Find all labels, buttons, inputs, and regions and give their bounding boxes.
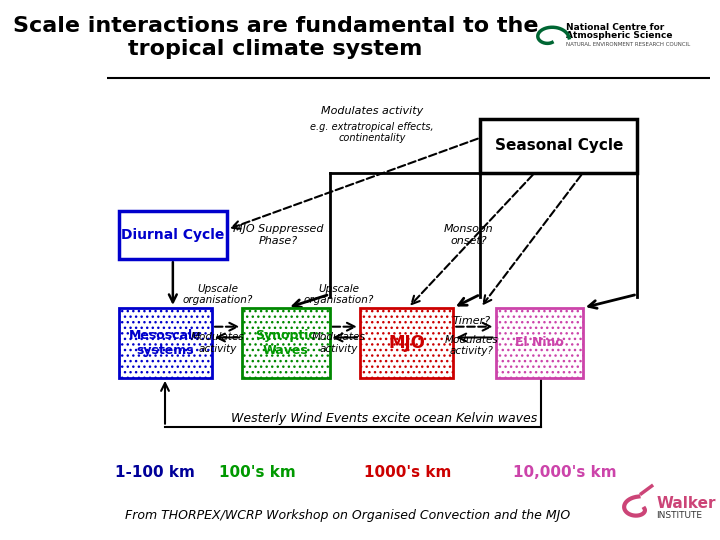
- Text: Modulates activity: Modulates activity: [320, 106, 423, 116]
- Text: e.g. extratropical effects,
continentality: e.g. extratropical effects, continentali…: [310, 122, 433, 143]
- Text: Modulates
activity: Modulates activity: [192, 332, 245, 354]
- Text: El Nino: El Nino: [515, 336, 564, 349]
- FancyBboxPatch shape: [495, 308, 583, 378]
- Text: INSTITUTE: INSTITUTE: [657, 511, 703, 520]
- Text: 100's km: 100's km: [219, 465, 296, 480]
- Text: Synoptic
Waves: Synoptic Waves: [256, 329, 316, 357]
- Text: Seasonal Cycle: Seasonal Cycle: [495, 138, 623, 153]
- Text: Walker: Walker: [657, 496, 716, 511]
- FancyBboxPatch shape: [360, 308, 454, 378]
- Text: MJO: MJO: [388, 334, 425, 352]
- Text: MJO Suppressed
Phase?: MJO Suppressed Phase?: [233, 224, 324, 246]
- Text: Westerly Wind Events excite ocean Kelvin waves: Westerly Wind Events excite ocean Kelvin…: [231, 412, 537, 425]
- Text: Mesoscale
systems: Mesoscale systems: [129, 329, 202, 357]
- Text: NATURAL ENVIRONMENT RESEARCH COUNCIL: NATURAL ENVIRONMENT RESEARCH COUNCIL: [566, 42, 690, 47]
- Text: Modulates
activity: Modulates activity: [312, 332, 366, 354]
- Text: From THORPEX/WCRP Workshop on Organised Convection and the MJO: From THORPEX/WCRP Workshop on Organised …: [125, 509, 570, 522]
- Text: 1-100 km: 1-100 km: [114, 465, 194, 480]
- Text: Monsoon
onset?: Monsoon onset?: [444, 224, 493, 246]
- Text: Modulates
activity?: Modulates activity?: [444, 335, 498, 356]
- Text: Upscale
organisation?: Upscale organisation?: [304, 284, 374, 305]
- Text: Timer?: Timer?: [452, 316, 490, 326]
- Text: 1000's km: 1000's km: [364, 465, 451, 480]
- Text: Upscale
organisation?: Upscale organisation?: [183, 284, 253, 305]
- Text: Scale interactions are fundamental to the
tropical climate system: Scale interactions are fundamental to th…: [13, 16, 538, 59]
- FancyBboxPatch shape: [119, 308, 212, 378]
- Text: 10,000's km: 10,000's km: [513, 465, 616, 480]
- FancyBboxPatch shape: [242, 308, 330, 378]
- Text: National Centre for: National Centre for: [566, 23, 665, 31]
- FancyBboxPatch shape: [119, 211, 227, 259]
- Text: Diurnal Cycle: Diurnal Cycle: [121, 228, 225, 242]
- Text: Atmospheric Science: Atmospheric Science: [566, 31, 672, 39]
- FancyBboxPatch shape: [480, 119, 637, 173]
